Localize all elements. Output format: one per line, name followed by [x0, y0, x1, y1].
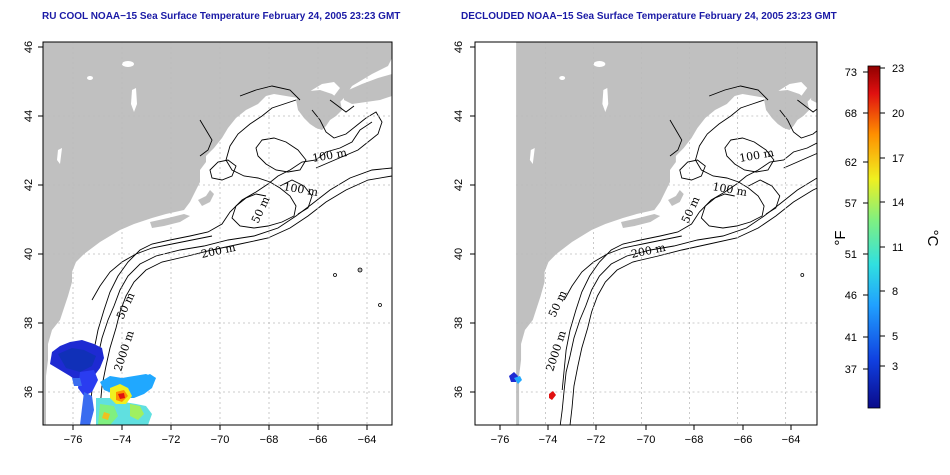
left-x-tick-label: −72	[162, 434, 181, 446]
left-map-frame	[42, 41, 393, 426]
contour-label-50m: 50 m	[249, 194, 273, 225]
colorbar-f-label: 57	[845, 198, 857, 210]
contour-label-2000m: 2000 m	[111, 328, 136, 372]
right-x-tick-label: −76	[491, 434, 510, 446]
right-x-ticks	[470, 46, 792, 430]
colorbar-c-label: 23	[892, 63, 904, 75]
left-x-tick-label: −66	[309, 434, 328, 446]
right-x-tick-label: −68	[685, 434, 704, 446]
left-x-tick-label: −70	[211, 434, 230, 446]
colorbar-c-label: 8	[892, 286, 898, 298]
right-x-tick-label: −70	[637, 434, 656, 446]
left-x-tick-label: −76	[64, 434, 83, 446]
colorbar-c-label: 11	[892, 242, 903, 254]
contour-label-200m: 200 m	[200, 241, 237, 261]
right-sst-data	[509, 372, 556, 400]
left-x-ticks	[38, 46, 368, 430]
colorbar-c-label: 14	[892, 197, 904, 209]
left-x-tick-label: −74	[113, 434, 132, 446]
right-y-tick-label: 46	[453, 41, 465, 53]
colorbar-ticks	[863, 67, 885, 370]
left-x-tick-label: −68	[260, 434, 279, 446]
left-map-title: RU COOL NOAA−15 Sea Surface Temperature …	[42, 11, 401, 22]
contour-label-100m: 100 m	[738, 146, 775, 165]
right-map-title: DECLOUDED NOAA−15 Sea Surface Temperatur…	[461, 11, 837, 22]
right-y-tick-label: 40	[453, 248, 465, 260]
contour-label-2000m: 2000 m	[543, 328, 568, 372]
left-map-panel: −76 −74 −72 −70 −68 −66 −64 36 38 40 42 …	[23, 41, 393, 446]
contour-label-100m: 100 m	[711, 180, 748, 199]
left-y-tick-label: 40	[23, 248, 35, 260]
colorbar-c-label: 3	[892, 361, 898, 373]
colorbar-gradient	[867, 65, 881, 409]
right-x-tick-label: −66	[734, 434, 753, 446]
colorbar-f-label: 73	[845, 67, 857, 79]
colorbar-f-label: 62	[845, 157, 857, 169]
left-y-tick-label: 44	[23, 110, 35, 122]
colorbar-f-label: 68	[845, 108, 857, 120]
left-y-tick-label: 42	[23, 179, 35, 191]
colorbar: 73 68 62 57 51 46 41 37 23 20 17 14 11 8…	[832, 63, 941, 409]
right-y-tick-label: 44	[453, 110, 465, 122]
left-y-tick-label: 38	[23, 317, 35, 329]
right-map-panel: −76 −74 −72 −70 −68 −66 −64 36 38 40 42 …	[453, 41, 818, 446]
right-y-tick-label: 38	[453, 317, 465, 329]
right-y-tick-label: 36	[453, 386, 465, 398]
colorbar-f-label: 51	[845, 249, 857, 261]
left-sst-data	[50, 340, 156, 425]
left-x-tick-label: −64	[358, 434, 377, 446]
celsius-unit-label: °C	[924, 230, 941, 247]
contour-label-50m: 50 m	[679, 194, 703, 225]
left-map-basemap	[43, 42, 392, 425]
right-y-tick-label: 42	[453, 179, 465, 191]
contour-label-100m: 100 m	[282, 180, 319, 199]
colorbar-f-label: 41	[845, 332, 857, 344]
fahrenheit-unit-label: °F	[832, 230, 849, 245]
right-x-tick-label: −72	[587, 434, 606, 446]
right-x-tick-label: −64	[782, 434, 801, 446]
colorbar-f-label: 37	[845, 364, 857, 376]
left-y-tick-label: 46	[23, 41, 35, 53]
left-y-tick-label: 36	[23, 386, 35, 398]
colorbar-c-label: 17	[892, 153, 904, 165]
colorbar-c-label: 5	[892, 331, 898, 343]
contour-label-100m: 100 m	[311, 146, 348, 165]
right-map-basemap	[509, 42, 817, 425]
contour-label-50m: 50 m	[114, 290, 138, 321]
colorbar-c-label: 20	[892, 108, 904, 120]
colorbar-f-label: 46	[845, 290, 857, 302]
right-x-tick-label: −74	[539, 434, 558, 446]
